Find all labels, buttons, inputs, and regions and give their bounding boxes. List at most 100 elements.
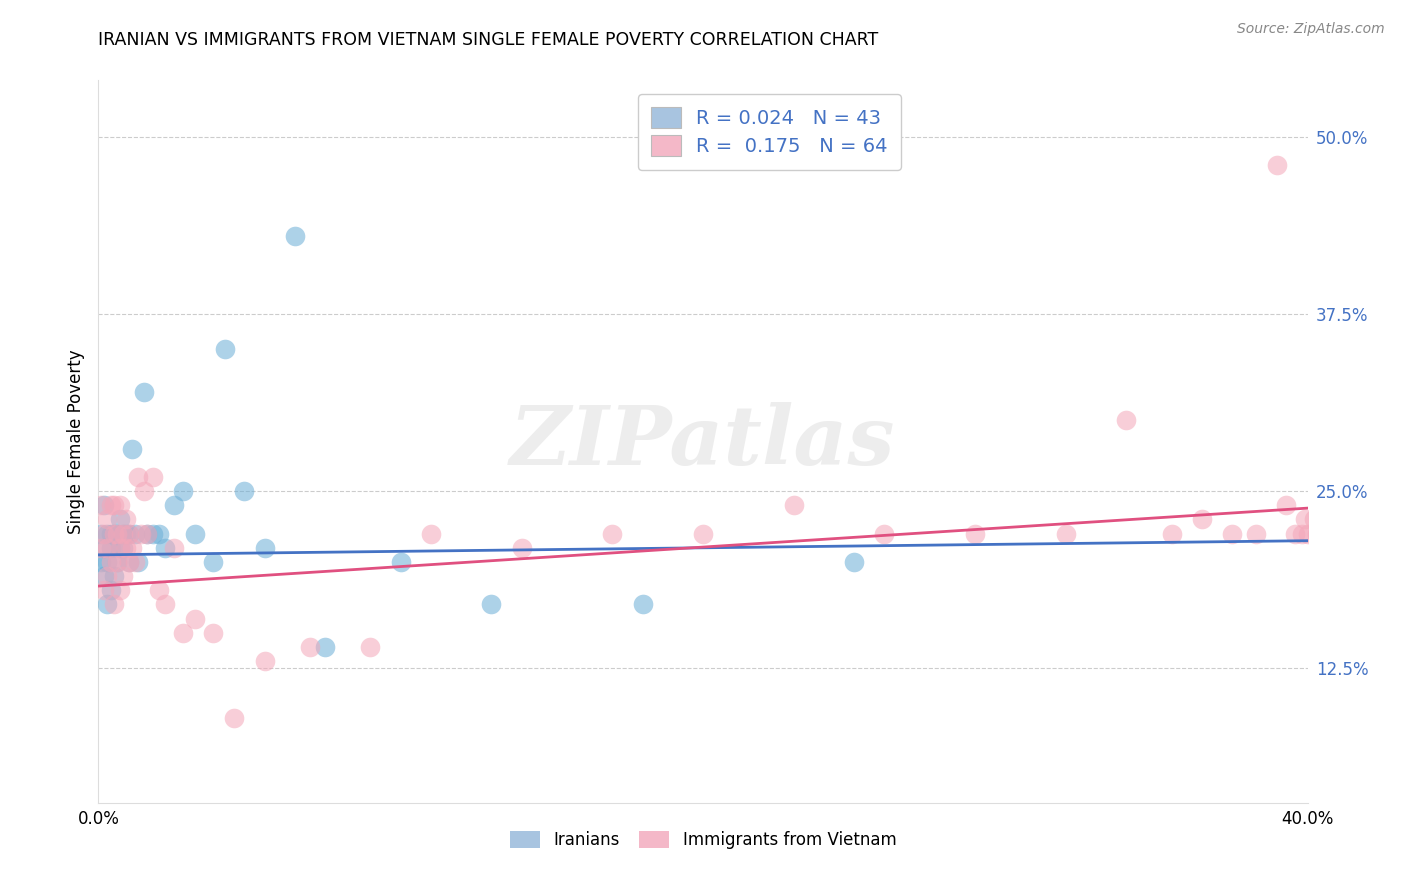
Point: [153, 598, 176, 612]
Point: [481, 598, 503, 612]
Point: [118, 555, 141, 569]
Point: [1305, 526, 1327, 541]
Point: [100, 498, 122, 512]
Point: [118, 555, 141, 569]
Point: [105, 526, 128, 541]
Point: [108, 512, 131, 526]
Point: [135, 526, 157, 541]
Point: [100, 583, 122, 598]
Point: [121, 541, 143, 555]
Text: ZIPatlas: ZIPatlas: [510, 401, 896, 482]
Point: [90, 555, 112, 569]
Point: [153, 541, 176, 555]
Point: [90, 498, 112, 512]
Point: [1312, 498, 1334, 512]
Point: [965, 526, 987, 541]
Point: [90, 526, 112, 541]
Point: [202, 555, 225, 569]
Point: [108, 541, 131, 555]
Point: [127, 470, 149, 484]
Point: [1296, 526, 1319, 541]
Point: [118, 526, 141, 541]
Point: [93, 498, 115, 512]
Point: [93, 569, 115, 583]
Point: [1244, 526, 1267, 541]
Point: [90, 541, 112, 555]
Point: [510, 541, 533, 555]
Point: [360, 640, 382, 654]
Point: [93, 541, 115, 555]
Point: [114, 526, 136, 541]
Point: [114, 541, 136, 555]
Point: [1294, 512, 1316, 526]
Point: [132, 384, 155, 399]
Point: [118, 526, 141, 541]
Point: [184, 526, 207, 541]
Point: [108, 498, 131, 512]
Point: [148, 583, 170, 598]
Point: [100, 555, 122, 569]
Point: [602, 526, 624, 541]
Point: [105, 526, 128, 541]
Point: [1220, 526, 1243, 541]
Point: [1160, 526, 1182, 541]
Point: [142, 470, 165, 484]
Point: [96, 598, 118, 612]
Point: [1275, 498, 1298, 512]
Point: [124, 526, 146, 541]
Point: [1267, 158, 1289, 172]
Point: [232, 484, 254, 499]
Point: [103, 569, 125, 583]
Point: [96, 555, 118, 569]
Point: [631, 598, 654, 612]
Point: [108, 541, 131, 555]
Point: [103, 526, 125, 541]
Point: [142, 526, 165, 541]
Point: [129, 526, 152, 541]
Point: [121, 442, 143, 456]
Point: [111, 569, 134, 583]
Point: [692, 526, 714, 541]
Legend: Iranians, Immigrants from Vietnam: Iranians, Immigrants from Vietnam: [503, 824, 903, 856]
Point: [1309, 512, 1331, 526]
Point: [299, 640, 322, 654]
Point: [103, 526, 125, 541]
Point: [224, 711, 246, 725]
Point: [111, 526, 134, 541]
Point: [844, 555, 866, 569]
Point: [420, 526, 443, 541]
Point: [96, 569, 118, 583]
Point: [1291, 526, 1313, 541]
Point: [111, 526, 134, 541]
Point: [96, 526, 118, 541]
Point: [314, 640, 336, 654]
Point: [100, 541, 122, 555]
Point: [135, 526, 157, 541]
Point: [163, 498, 186, 512]
Point: [114, 512, 136, 526]
Point: [93, 526, 115, 541]
Point: [132, 484, 155, 499]
Point: [253, 541, 276, 555]
Point: [783, 498, 806, 512]
Point: [103, 598, 125, 612]
Point: [1054, 526, 1077, 541]
Point: [100, 526, 122, 541]
Point: [1191, 512, 1213, 526]
Point: [124, 555, 146, 569]
Point: [202, 625, 225, 640]
Point: [163, 541, 186, 555]
Point: [284, 229, 307, 244]
Text: Source: ZipAtlas.com: Source: ZipAtlas.com: [1237, 22, 1385, 37]
Point: [1284, 526, 1306, 541]
Point: [253, 654, 276, 668]
Point: [111, 541, 134, 555]
Point: [127, 555, 149, 569]
Point: [1115, 413, 1137, 427]
Point: [172, 484, 194, 499]
Point: [93, 583, 115, 598]
Point: [105, 555, 128, 569]
Text: IRANIAN VS IMMIGRANTS FROM VIETNAM SINGLE FEMALE POVERTY CORRELATION CHART: IRANIAN VS IMMIGRANTS FROM VIETNAM SINGL…: [98, 31, 879, 49]
Point: [389, 555, 412, 569]
Point: [184, 612, 207, 626]
